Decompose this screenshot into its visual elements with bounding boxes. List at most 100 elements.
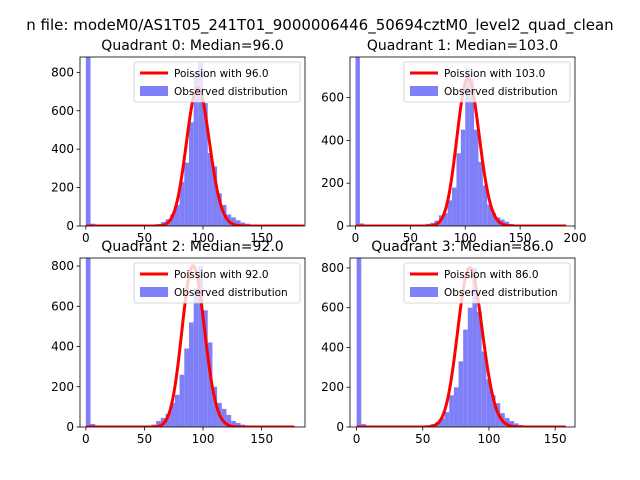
histogram-bar <box>179 374 185 427</box>
histogram-bar <box>193 72 199 226</box>
histogram-bar <box>198 266 204 427</box>
poisson-curve <box>355 76 567 226</box>
histogram-bar <box>465 67 470 226</box>
y-tick-label: 600 <box>51 104 74 118</box>
histogram-bar <box>203 103 208 226</box>
legend: Poission with 103.0 Observed distribution <box>403 61 571 103</box>
histogram-bar <box>240 222 246 226</box>
axes-frame <box>79 257 306 428</box>
histogram-bar <box>156 420 161 427</box>
histogram-bar <box>226 414 232 427</box>
x-tick-label: 150 <box>250 432 273 446</box>
histogram-bar <box>85 57 91 226</box>
x-tick-label: 100 <box>478 432 501 446</box>
y-tick-label: 0 <box>66 420 74 434</box>
x-tick-label: 50 <box>137 231 152 245</box>
figure-suptitle: n file: modeM0/AS1T05_241T01_9000006446_… <box>26 16 613 35</box>
histogram-bar <box>490 395 496 427</box>
histogram-bar <box>509 421 515 427</box>
legend-label: Poission with 103.0 <box>444 68 545 80</box>
histogram-bar <box>174 394 180 427</box>
subplot-title: Quadrant 3: Median=86.0 <box>371 239 553 255</box>
histogram-bar <box>170 214 175 226</box>
histogram-bar <box>212 166 218 226</box>
histogram-bar <box>449 395 454 427</box>
legend: Poission with 96.0 Observed distribution <box>133 61 301 103</box>
histogram-bar <box>467 307 473 427</box>
histogram-bar <box>221 408 227 427</box>
legend-label: Observed distribution <box>444 86 558 98</box>
legend-patch-swatch <box>140 287 168 297</box>
x-tick-label: 150 <box>250 231 273 245</box>
histogram-bar <box>504 221 510 226</box>
y-tick-label: 0 <box>336 219 344 233</box>
x-tick-label: 200 <box>564 231 587 245</box>
x-tick-label: 50 <box>415 432 430 446</box>
legend-patch-swatch <box>410 287 438 297</box>
histogram-bar <box>356 258 362 427</box>
histogram-bar <box>188 322 194 427</box>
histogram-bar <box>463 329 468 427</box>
histogram-bar <box>440 418 445 427</box>
x-tick-label: 100 <box>192 432 215 446</box>
histogram-bar <box>453 387 459 427</box>
histogram-bar <box>452 187 457 226</box>
subplot-quadrant-1: 0 50 100 150 200 0 200 400 600 Poission with 103.… <box>321 38 586 245</box>
histogram-bar <box>491 213 496 226</box>
legend: Poission with 86.0 Observed distribution <box>403 262 571 304</box>
legend-patch-swatch <box>140 86 168 96</box>
x-tick-label: 50 <box>403 231 418 245</box>
histogram-bar <box>235 422 241 427</box>
x-tick-label: 150 <box>544 432 567 446</box>
histogram-bar <box>231 420 236 427</box>
legend-patch-swatch <box>410 86 438 96</box>
histogram-bars <box>355 57 567 226</box>
y-tick-label: 400 <box>321 340 344 354</box>
histogram-bar <box>478 161 483 226</box>
histogram-bar <box>460 129 466 226</box>
x-tick-label: 100 <box>454 231 477 245</box>
histogram-bar <box>90 423 96 427</box>
histogram-bar <box>447 200 453 226</box>
axes-frame <box>79 56 306 227</box>
y-tick-label: 0 <box>66 219 74 233</box>
histogram-bar <box>474 129 479 226</box>
histogram-bar <box>188 122 194 226</box>
histogram-bar <box>198 62 204 226</box>
axes-frame <box>349 56 576 227</box>
x-tick-label: 0 <box>353 432 361 446</box>
histogram-bar <box>184 348 189 427</box>
histogram-bar <box>207 342 213 427</box>
subplot-quadrant-2: 0 50 100 150 0 200 400 600 800 Poission with 92.0… <box>51 239 306 446</box>
legend-label: Observed distribution <box>444 287 558 299</box>
y-tick-label: 600 <box>321 301 344 315</box>
histogram-bar <box>469 78 475 226</box>
y-tick-label: 200 <box>321 176 344 190</box>
subplot-quadrant-3: 0 50 100 150 0 200 400 600 800 Poission with 86.0… <box>321 239 576 446</box>
legend: Poission with 92.0 Observed distribution <box>133 262 301 304</box>
histogram-bar <box>514 423 519 427</box>
legend-label: Poission with 92.0 <box>174 269 269 281</box>
legend-label: Poission with 96.0 <box>174 68 269 80</box>
y-tick-label: 800 <box>321 261 344 275</box>
histogram-bar <box>477 311 482 427</box>
histogram-bar <box>231 217 236 226</box>
y-tick-label: 800 <box>51 65 74 79</box>
y-tick-label: 400 <box>51 340 74 354</box>
histogram-bar <box>193 288 199 427</box>
y-tick-label: 600 <box>51 299 74 313</box>
y-tick-label: 400 <box>321 133 344 147</box>
histogram-bar <box>487 204 492 226</box>
y-tick-label: 400 <box>51 142 74 156</box>
axes-frame <box>349 257 576 428</box>
histogram-bar <box>170 402 175 427</box>
x-tick-label: 100 <box>192 231 215 245</box>
y-tick-label: 600 <box>321 91 344 105</box>
y-tick-label: 200 <box>321 380 344 394</box>
x-tick-label: 50 <box>137 432 152 446</box>
histogram-bar <box>217 193 222 226</box>
histogram-bar <box>486 379 491 427</box>
histogram-bar <box>184 162 189 226</box>
histogram-bar <box>212 386 218 427</box>
